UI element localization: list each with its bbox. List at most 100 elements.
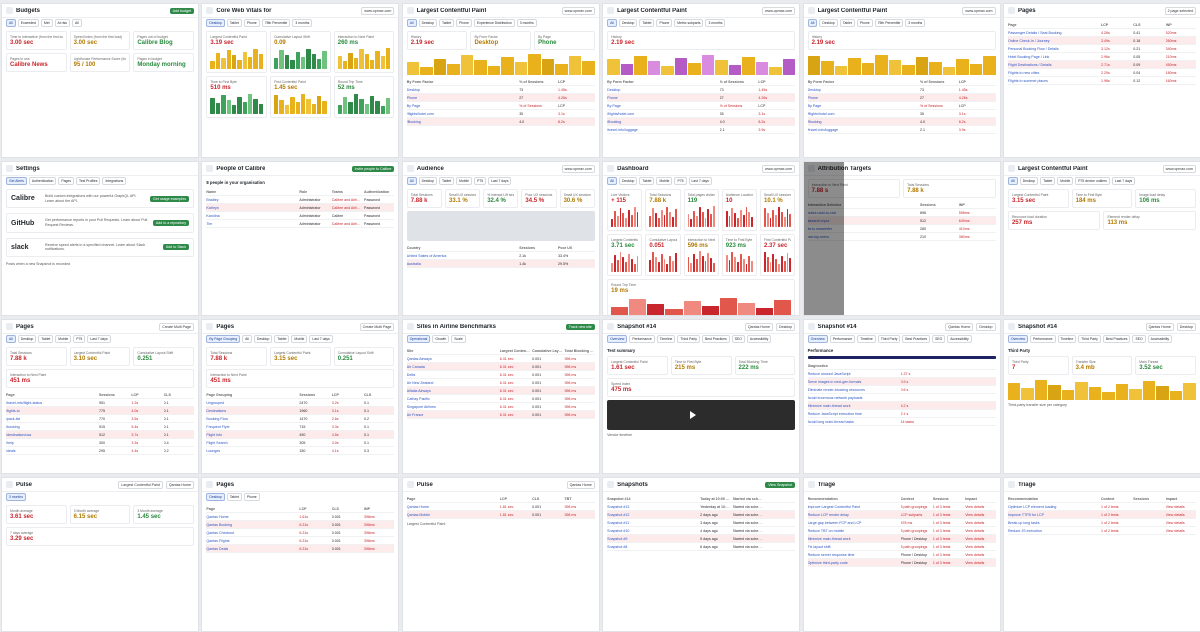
filter-tab[interactable]: Phone bbox=[456, 19, 472, 27]
table-row[interactable]: Ungrouped 2470 3.2s 0.1 bbox=[206, 399, 395, 407]
table-row[interactable]: Snapshot #9 5 days ago Started via schedul… bbox=[607, 535, 796, 543]
table-row[interactable]: Desktop 73 1.45s bbox=[607, 86, 796, 94]
metric-card[interactable]: Pages in budget Monday morning bbox=[133, 53, 195, 72]
site-select[interactable]: Qantas Home bbox=[566, 480, 595, 489]
filter-tab[interactable]: All bbox=[1007, 177, 1018, 185]
metric-card[interactable]: Interaction to Next Paint 451 ms bbox=[6, 369, 194, 388]
table-row[interactable]: Tim Administrator Calibre and Airline Benc… bbox=[206, 220, 395, 228]
table-row[interactable]: /fights-to 775 4.0s 0.1 bbox=[6, 407, 194, 415]
primary-button[interactable]: Add budget bbox=[169, 7, 194, 14]
site-select[interactable]: www.opmax.com bbox=[762, 6, 796, 15]
table-row[interactable]: Snapshot #11 3 days ago Started via schedu… bbox=[607, 519, 796, 527]
filter-tab[interactable]: At risk bbox=[54, 19, 70, 27]
table-row[interactable]: Cathay Pacific 6.31 sec 0.001 398 ms bbox=[406, 395, 595, 403]
filter-tab[interactable]: All bbox=[607, 19, 617, 27]
filter-tab[interactable]: P75 bbox=[73, 335, 86, 343]
site-select[interactable]: Desktop bbox=[775, 322, 796, 331]
site-select[interactable]: Qantas Home bbox=[1145, 322, 1174, 331]
metric-card[interactable]: Pages in use Calibre News bbox=[6, 53, 67, 72]
metric-card[interactable]: Total Sessions 7.88 k bbox=[903, 179, 996, 198]
table-row[interactable]: Destinations 1960 3.1s 0.1 bbox=[206, 407, 395, 415]
filter-tab[interactable]: Last 7 days bbox=[1111, 177, 1136, 185]
filter-tab[interactable]: Integrations bbox=[102, 177, 127, 185]
table-row[interactable]: Snapshot #10 4 days ago Started via schedu… bbox=[607, 527, 796, 535]
site-select[interactable]: www.opmax.com bbox=[1162, 164, 1196, 173]
table-row[interactable]: /booking 515 5.4s 0.1 bbox=[6, 423, 194, 431]
filter-tab[interactable]: Test Profiles bbox=[76, 177, 101, 185]
metric-card[interactable]: Time to Interactive (from the first load… bbox=[6, 31, 67, 50]
table-row[interactable]: /flights/hotel.com 35 3.1s bbox=[807, 110, 996, 118]
filter-tab[interactable]: Accessibility bbox=[947, 335, 972, 343]
metric-card[interactable]: Largest Contentful Paint 3.15 sec bbox=[1007, 189, 1069, 208]
metric-card[interactable]: Live Visitors + 115 bbox=[607, 189, 643, 231]
metric-card[interactable]: Interaction to Next Paint596 ms bbox=[683, 234, 719, 276]
table-row[interactable]: form.newsletter 280 410ms bbox=[807, 225, 996, 233]
table-row[interactable]: Qantas Home 1.61s 0.001 398ms bbox=[206, 513, 395, 521]
filter-tab[interactable]: All bbox=[6, 19, 16, 27]
filter-tab[interactable]: Desktop bbox=[1019, 177, 1039, 185]
filter-tab[interactable]: Mobile bbox=[1057, 177, 1074, 185]
site-select[interactable]: Create Multi Page bbox=[359, 322, 395, 331]
metric-card[interactable]: Resource load duration 257 ms bbox=[1007, 211, 1101, 230]
table-row[interactable]: /travel-info/luggage 2.1 3.9s bbox=[807, 126, 996, 134]
table-row[interactable]: By Page % of Sessions LCP bbox=[406, 102, 595, 110]
filter-tab[interactable]: P75 bbox=[474, 177, 487, 185]
filter-tab[interactable]: Desktop bbox=[206, 19, 225, 27]
filter-tab[interactable]: Phone bbox=[656, 19, 673, 27]
table-row[interactable]: /travel-info/luggage 2.1 3.9s bbox=[607, 126, 796, 134]
filter-tab[interactable]: Third Party bbox=[1078, 335, 1101, 343]
filter-tab[interactable]: P75 bbox=[674, 177, 687, 185]
table-row[interactable]: Hotel Booking Page / Link 2.96s 0.05 210ms bbox=[1007, 53, 1196, 61]
table-row[interactable]: Qantas Checkout 6.31s 0.001 398ms bbox=[206, 529, 395, 537]
integration-button[interactable]: Add to Slack bbox=[162, 244, 189, 251]
table-row[interactable]: Reduce LCP render delay LCP subparts 1 of … bbox=[807, 511, 996, 519]
primary-button[interactable]: View Snapshot bbox=[765, 481, 796, 488]
table-row[interactable]: Booking Flow 1470 2.6s 0.2 bbox=[206, 415, 395, 423]
filter-tab[interactable]: Best Practices bbox=[902, 335, 931, 343]
metric-card[interactable]: By Form Factor Desktop bbox=[470, 31, 532, 50]
table-row[interactable]: Optimize LCP element loading 1 of 2 tests… bbox=[1007, 503, 1196, 511]
filter-tab[interactable]: Tablet bbox=[1040, 177, 1056, 185]
metric-card[interactable]: Total pages visited 119 bbox=[683, 189, 719, 231]
table-row[interactable]: /pack-list 770 3.5s 0.1 bbox=[6, 415, 194, 423]
metric-card[interactable]: Poor UX sessions 34.5 % bbox=[521, 189, 557, 208]
filter-tab[interactable]: Best Practices bbox=[702, 335, 730, 343]
filter-tab[interactable]: Phone bbox=[243, 19, 260, 27]
filter-tab[interactable]: 3 months bbox=[292, 19, 313, 27]
table-row[interactable]: Reduce JS execution 1 of 2 tests View deta… bbox=[1007, 527, 1196, 535]
site-select[interactable]: Desktop bbox=[1176, 322, 1196, 331]
metric-card[interactable]: Element render delay 113 ms bbox=[1103, 211, 1196, 230]
metric-card[interactable]: History 2.19 sec bbox=[406, 31, 468, 50]
filter-tab[interactable]: Tablet bbox=[226, 19, 242, 27]
metric-card[interactable]: Total Sessions 7.88 k bbox=[406, 189, 442, 208]
metric-card[interactable]: Time to First Byte 215 ms bbox=[670, 356, 732, 375]
metric-card[interactable]: Round Trip Time 19 ms bbox=[607, 279, 796, 315]
filter-tab[interactable]: Tablet bbox=[839, 19, 855, 27]
metric-card[interactable]: Time to First Byte 184 ms bbox=[1071, 189, 1133, 208]
metric-card[interactable]: Lighthouse Performance Score (for above)… bbox=[69, 53, 131, 72]
table-row[interactable]: Qantas Mobile 1.81 sec 0.001 398 ms bbox=[406, 511, 595, 519]
table-row[interactable]: Serve images in next-gen formats 0.9 s bbox=[807, 378, 996, 386]
metric-card[interactable]: Small UX sessions 30.6 % bbox=[559, 189, 595, 208]
table-row[interactable]: Avoid long main-thread tasks 14 tasks bbox=[807, 418, 996, 426]
primary-button[interactable]: Invite people to Calibre bbox=[351, 165, 395, 172]
metric-card[interactable]: Cumulative Layout Shift 0.09 bbox=[270, 31, 331, 73]
filter-tab[interactable]: 3 months bbox=[705, 19, 726, 27]
metric-card[interactable]: Speed Index (from the first load) 3.00 se… bbox=[69, 31, 131, 50]
primary-button[interactable]: Track new site bbox=[565, 323, 595, 330]
filter-tab[interactable]: SEO bbox=[731, 335, 745, 343]
filter-tab[interactable]: All bbox=[71, 19, 82, 27]
table-row[interactable]: Delta 6.31 sec 0.001 398 ms bbox=[406, 371, 595, 379]
table-row[interactable]: Break up long tasks 1 of 2 tests View deta… bbox=[1007, 519, 1196, 527]
table-row[interactable]: Desktop 73 1.45s bbox=[406, 86, 595, 94]
filter-tab[interactable]: 3 months bbox=[516, 19, 537, 27]
table-row[interactable]: Desktop 73 1.45s bbox=[807, 86, 996, 94]
filter-tab[interactable]: Last 7 days bbox=[488, 177, 512, 185]
filter-tab[interactable]: Desktop bbox=[253, 335, 273, 343]
filter-tab[interactable]: SEO bbox=[1132, 335, 1146, 343]
metric-card[interactable]: First Contentful Paint 1.45 sec bbox=[270, 76, 331, 118]
metric-card[interactable]: 7 days average 3.29 sec bbox=[6, 527, 194, 546]
site-select[interactable]: www.opmax.com bbox=[561, 6, 595, 15]
table-row[interactable]: Avoid enormous network payloads bbox=[807, 394, 996, 402]
filter-tab[interactable]: All bbox=[242, 335, 252, 343]
